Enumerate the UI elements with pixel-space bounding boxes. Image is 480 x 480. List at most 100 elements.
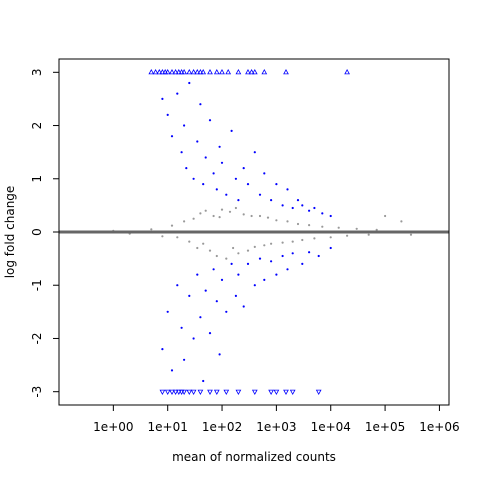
y-tick-label-0: -3 (30, 386, 44, 398)
data-point-s0-6 (176, 236, 179, 239)
data-point-s0-23 (237, 252, 240, 255)
clipped-down-marker-6 (181, 389, 187, 396)
data-point-s0-46 (375, 228, 378, 231)
data-point-s1-71 (317, 254, 320, 258)
data-point-s0-14 (208, 249, 212, 252)
x-tick-label-0: 1e+00 (93, 420, 133, 434)
y-tick-label-4: 1 (30, 175, 44, 183)
data-point-s0-31 (270, 242, 273, 245)
data-point-s1-40 (170, 369, 174, 372)
data-point-s0-48 (400, 220, 403, 223)
data-point-s1-48 (202, 379, 205, 383)
data-point-s1-69 (301, 262, 304, 265)
data-point-s1-68 (291, 252, 294, 255)
data-point-s1-0 (161, 97, 164, 100)
clipped-up-marker-8 (175, 68, 182, 75)
data-point-s1-70 (308, 251, 311, 254)
data-point-s1-42 (180, 326, 183, 329)
data-point-s0-34 (286, 220, 289, 223)
data-point-s0-37 (301, 238, 304, 242)
clipped-down-marker-10 (207, 389, 213, 396)
data-point-s0-16 (215, 254, 218, 258)
data-point-s0-7 (183, 220, 186, 223)
data-point-s1-43 (183, 358, 186, 361)
data-point-s1-51 (212, 268, 215, 271)
data-point-s0-5 (170, 224, 174, 227)
x-tick-label-4: 1e+04 (311, 420, 351, 434)
clipped-down-marker-4 (175, 389, 182, 396)
clipped-down-marker-12 (223, 389, 230, 396)
data-point-s1-67 (286, 268, 289, 271)
clipped-up-marker-7 (172, 68, 179, 75)
clipped-up-marker-0 (148, 68, 155, 75)
clipped-up-marker-11 (186, 68, 193, 75)
data-point-s0-44 (355, 227, 358, 230)
data-point-s0-26 (250, 214, 253, 218)
data-point-s1-64 (270, 260, 273, 263)
data-point-s1-31 (291, 206, 294, 210)
data-point-s1-37 (329, 214, 332, 218)
data-point-s1-65 (275, 273, 278, 276)
data-point-s1-53 (218, 353, 221, 356)
data-point-s1-7 (188, 81, 191, 85)
data-point-s1-35 (313, 206, 316, 210)
data-point-s1-39 (166, 310, 169, 313)
data-point-s0-21 (232, 246, 235, 250)
clipped-up-marker-25 (283, 68, 289, 75)
data-point-s0-47 (384, 214, 387, 218)
data-point-s0-4 (161, 235, 164, 238)
data-point-s1-19 (230, 129, 233, 132)
data-point-s1-25 (258, 193, 262, 196)
data-point-s1-47 (199, 316, 202, 319)
clipped-up-marker-21 (245, 68, 251, 75)
data-point-s0-40 (321, 225, 324, 228)
data-point-s1-14 (212, 172, 215, 175)
data-point-s1-18 (225, 193, 228, 196)
clipped-up-marker-22 (248, 68, 255, 75)
x-tick-label-1: 1e+01 (148, 420, 188, 434)
clipped-up-marker-5 (164, 68, 171, 75)
data-point-s1-26 (263, 172, 266, 175)
data-point-s1-27 (270, 199, 273, 202)
clipped-down-marker-14 (251, 389, 258, 396)
clipped-up-marker-20 (235, 68, 242, 75)
y-tick-label-2: -1 (30, 279, 44, 291)
data-point-s1-16 (218, 145, 221, 148)
clipped-up-marker-15 (200, 68, 207, 75)
clipped-up-marker-14 (197, 68, 204, 75)
data-point-s1-55 (225, 310, 228, 313)
data-point-s0-36 (296, 222, 300, 226)
x-tick-label-6: 1e+06 (419, 420, 459, 434)
data-point-s0-35 (291, 240, 294, 243)
clipped-up-marker-6 (169, 68, 175, 75)
clipped-down-marker-2 (169, 389, 175, 396)
clipped-up-marker-10 (181, 68, 187, 75)
data-point-s1-24 (253, 151, 256, 154)
data-point-s0-30 (266, 216, 270, 219)
data-point-s1-60 (246, 262, 250, 265)
clipped-up-marker-12 (190, 68, 197, 75)
x-axis: 1e+00 1e+01 1e+02 1e+03 1e+04 1e+05 1e+06 (93, 404, 460, 434)
clipped-up-marker-26 (344, 68, 350, 75)
y-tick-label-1: -2 (30, 332, 44, 344)
data-point-s1-17 (220, 161, 224, 164)
data-point-s1-32 (296, 199, 300, 202)
data-point-s1-3 (176, 92, 179, 95)
clipped-down-marker-3 (172, 389, 179, 396)
data-point-s1-2 (170, 135, 174, 138)
data-point-s0-3 (150, 228, 153, 231)
y-axis: -3 -2 -1 0 1 2 3 (30, 68, 60, 398)
data-point-s0-29 (263, 244, 266, 247)
data-point-s1-15 (215, 188, 218, 191)
clipped-up-marker-23 (251, 68, 258, 75)
data-point-s1-22 (242, 167, 245, 170)
data-point-s0-43 (346, 234, 349, 237)
data-point-s1-63 (263, 278, 266, 281)
data-point-s0-41 (329, 236, 332, 239)
clipped-up-marker-1 (152, 68, 159, 75)
clipped-up-marker-16 (207, 68, 213, 75)
data-point-s0-12 (202, 242, 205, 245)
clipped-up-marker-17 (213, 68, 220, 75)
data-point-s1-28 (275, 183, 278, 186)
